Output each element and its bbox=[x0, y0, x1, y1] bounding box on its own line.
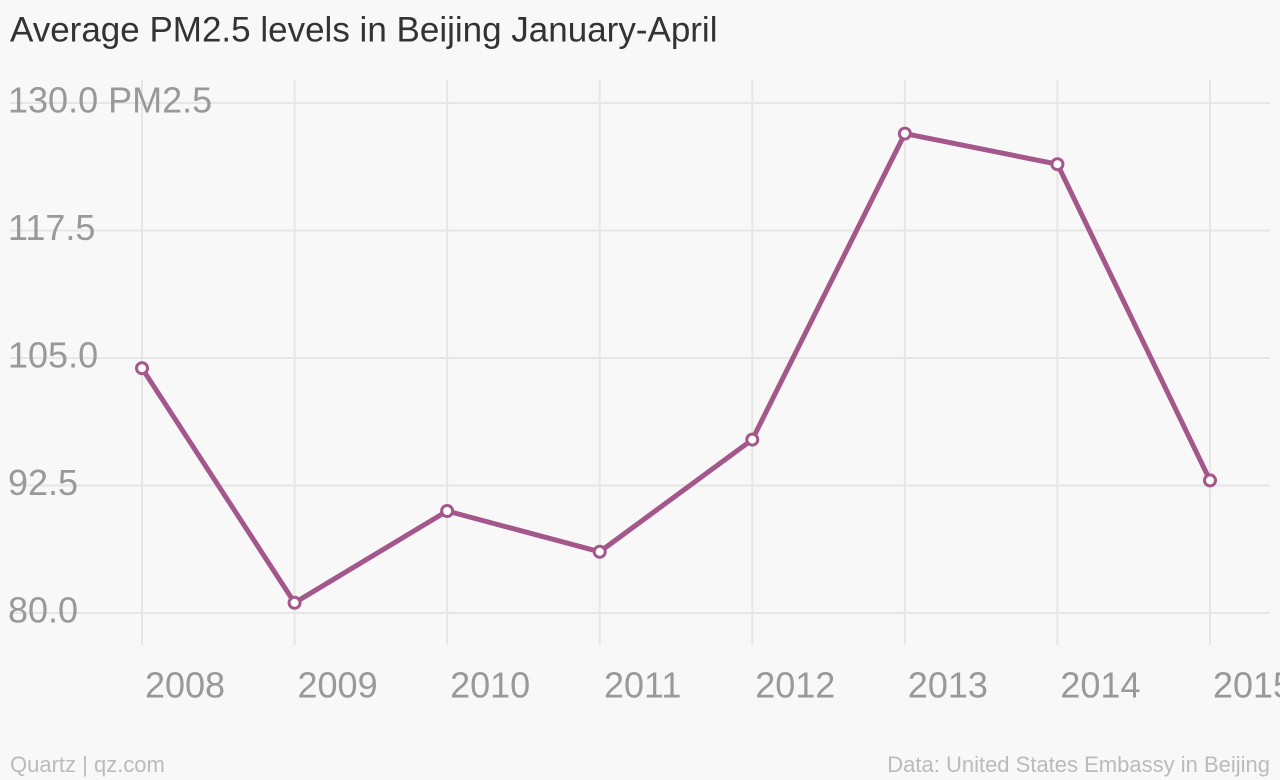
x-tick-label: 2014 bbox=[1060, 665, 1140, 706]
x-tick-label: 2015 bbox=[1213, 665, 1280, 706]
point bbox=[440, 504, 455, 518]
x-tick-label: 2008 bbox=[145, 665, 225, 706]
credit: Quartz | qz.com bbox=[10, 752, 165, 777]
point bbox=[592, 544, 607, 559]
y-tick-label: 117.5 bbox=[8, 207, 95, 248]
y-tick-label: 130.0 PM2.5 bbox=[8, 80, 212, 121]
point bbox=[135, 361, 149, 376]
x-tick-label: 2009 bbox=[298, 665, 378, 706]
line bbox=[139, 131, 1213, 606]
y-tick-label: 105.0 bbox=[8, 335, 98, 376]
point bbox=[897, 126, 912, 141]
y-tick-label: 92.5 bbox=[8, 462, 78, 503]
x-tick-label: 2013 bbox=[908, 665, 988, 706]
point bbox=[1050, 157, 1065, 172]
x-tick-label: 2010 bbox=[450, 665, 530, 706]
point bbox=[1203, 473, 1217, 488]
x-tick-label: 2012 bbox=[755, 665, 835, 706]
source: Data: United States Embassy in Beijing bbox=[887, 752, 1270, 777]
x-tick-label: 2011 bbox=[604, 665, 681, 706]
chart-title: Average PM2.5 levels in Beijing January-… bbox=[10, 10, 718, 49]
y-tick-label: 80.0 bbox=[8, 590, 78, 631]
point bbox=[287, 595, 302, 610]
point bbox=[745, 432, 760, 447]
